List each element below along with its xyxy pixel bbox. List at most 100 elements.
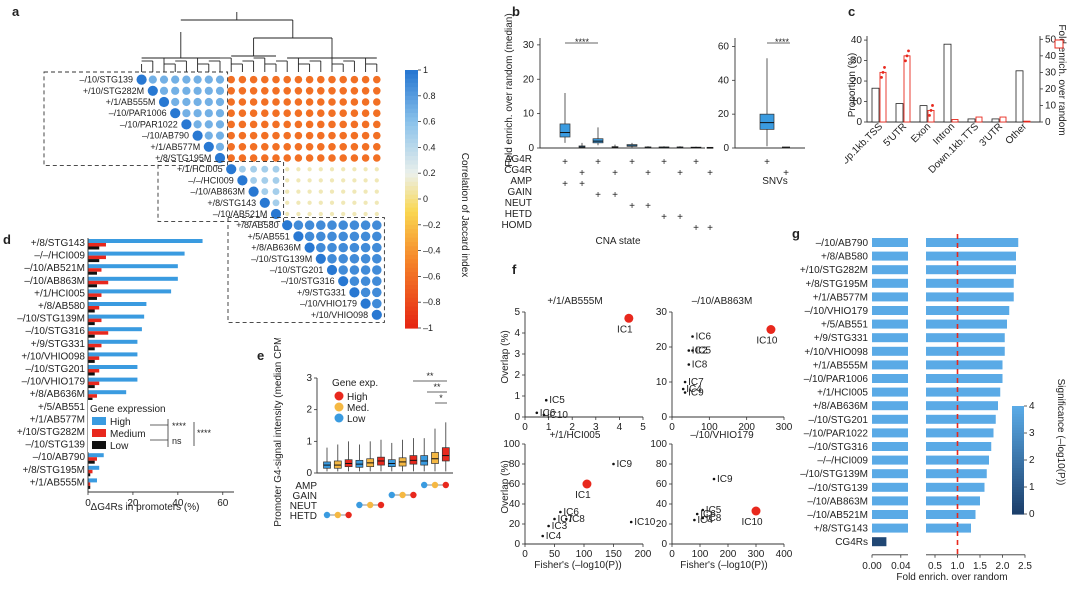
panel-f-xtick-label: 3 (593, 422, 599, 433)
panel-a-cell (373, 75, 381, 84)
panel-d-bar-high (88, 453, 104, 458)
panel-f-ytick-label: 3 (514, 349, 520, 360)
panel-a-cells (136, 74, 382, 320)
panel-b-row-amp: AMP (510, 176, 532, 187)
panel-b-grid-plus: + (595, 157, 601, 168)
panel-d-bar-medium (88, 469, 93, 474)
panel-g-bar-left-segment (872, 346, 908, 356)
panel-g-bar-left-segment (872, 442, 908, 451)
panel-d-row-label: +/8/AB580 (38, 301, 85, 312)
panel-a-cell (285, 167, 290, 172)
panel-a-cell (283, 120, 291, 129)
panel-g-bar (926, 251, 1016, 261)
panel-a-cell (341, 189, 346, 194)
panel-f-title-2: +/1/HCI005 (550, 430, 601, 441)
panel-g-row-label: –/10/STG139M (800, 469, 868, 480)
panel-g-xtick-label: 0.04 (891, 561, 911, 572)
panel-a-cell (293, 220, 304, 230)
panel-d-bar-low (88, 334, 95, 338)
panel-b-grid-plus: + (579, 168, 585, 179)
panel-a-colorbar-tick-label: 1 (423, 65, 428, 75)
panel-a-cell (339, 109, 347, 117)
panel-a-colorbar-segment (405, 181, 418, 187)
panel-a-cell (249, 131, 258, 140)
panel-a-cell (294, 120, 303, 129)
panel-f-point-highlight (624, 313, 634, 323)
panel-a-cell (307, 211, 312, 217)
panel-a-colorbar-segment (405, 95, 418, 101)
panel-g-bar (926, 442, 992, 451)
panel-a-colorbar-segment (405, 82, 418, 88)
panel-a-colorbar-segment (405, 216, 418, 222)
panel-g-colorbar-segment (1012, 443, 1024, 448)
panel-g-bar-left-segment (872, 496, 908, 506)
panel-a-cell (192, 130, 203, 141)
panel-b-label: b (512, 4, 520, 19)
panel-f-ytick-label: 5 (514, 307, 520, 318)
panel-b-grid-plus: + (595, 190, 601, 201)
panel-f-xlabel-left: Fisher's (–log10(P)) (534, 560, 622, 571)
panel-d-xtick-label: 0 (85, 498, 91, 509)
panel-d-bar-low (88, 359, 95, 363)
panel-a-cell (328, 120, 336, 129)
panel-a-colorbar-segment (405, 297, 418, 303)
panel-f-point (612, 462, 615, 466)
panel-a-colorbar-segment (405, 130, 418, 136)
panel-a-colorbar-segment (405, 74, 418, 80)
panel-a-cell (360, 276, 371, 286)
panel-g-bar-left-segment (872, 374, 908, 383)
panel-c-y2tick-label: 20 (1045, 84, 1057, 95)
panel-a-cell (339, 143, 347, 151)
panel-g-colorbar-segment (1012, 406, 1024, 410)
panel-e-ytick-label: 3 (306, 373, 312, 384)
panel-f-point (542, 413, 546, 417)
panel-f-point (695, 512, 699, 516)
panel-a-cell (373, 131, 381, 140)
panel-a-colorbar-segment (405, 125, 418, 131)
panel-e-ytick-label: 1 (306, 436, 312, 447)
panel-c-xtick-label: 3′UTR (978, 121, 1006, 149)
panel-a-cell (249, 143, 258, 151)
panel-a-cell (350, 87, 359, 95)
panel-g-row-label: +/8/STG195M (805, 279, 868, 290)
panel-g-xtick-label: 1.0 (951, 561, 965, 572)
panel-a-cell (372, 220, 382, 230)
panel-a-cell (227, 87, 235, 95)
panel-a-cell (250, 176, 258, 184)
panel-c-bar: c Proportion (%) Fold enrich. over rando… (845, 4, 1067, 176)
panel-g-bar (926, 306, 1010, 315)
panel-a-cell (328, 109, 336, 117)
panel-d-row-label: +/8/STG143 (31, 238, 86, 249)
panel-b-sig-left: **** (575, 37, 590, 47)
panel-a-colorbar-tick-label: –0.6 (423, 271, 441, 281)
panel-d-bar-high (88, 365, 138, 369)
panel-c-xtick-label: 5′UTR (882, 121, 910, 149)
panel-f-point (553, 517, 556, 521)
panel-b-grid-plus: + (677, 212, 683, 223)
panel-e-row-neut: NEUT (290, 501, 317, 512)
panel-a-cell (272, 87, 280, 95)
panel-g-colorbar-segment (1012, 505, 1024, 510)
panel-a-colorbar-segment (405, 121, 418, 127)
panel-a-cell (294, 87, 303, 95)
panel-b-grid-plus: + (707, 223, 713, 234)
panel-a-cell (285, 200, 290, 205)
panel-d-bar-low (88, 347, 95, 351)
panel-a-cell (328, 75, 336, 84)
panel-f-xtick-label: 2 (569, 422, 575, 433)
panel-e-legend-title: Gene exp. (332, 378, 378, 389)
panel-d-bar-low (88, 271, 97, 275)
panel-a-colorbar-segment (405, 91, 418, 97)
panel-d-legend-high-swatch (92, 417, 106, 425)
panel-d-bar-high (88, 390, 127, 395)
panel-f-point-highlight (766, 325, 776, 334)
panel-a-colorbar-segment (405, 310, 418, 316)
panel-a-cell (318, 200, 323, 205)
panel-a-colorbar-segment (405, 147, 418, 153)
panel-a-cell (261, 87, 269, 95)
panel-a-cell (261, 154, 269, 162)
panel-a-row-label: –/–/HCI009 (188, 175, 234, 185)
panel-e-state-dot (345, 511, 352, 519)
